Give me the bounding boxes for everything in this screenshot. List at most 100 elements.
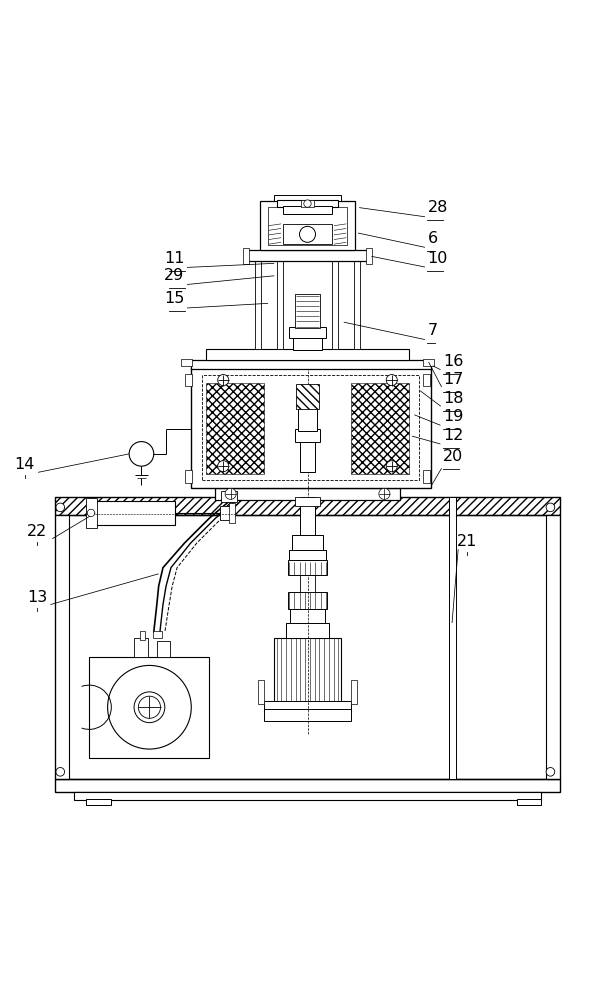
Bar (202, 375, 419, 480)
Bar (300, 438, 315, 472)
Bar (295, 429, 320, 442)
Bar (332, 241, 338, 349)
Bar (246, 250, 369, 261)
Bar (255, 260, 261, 349)
Bar (300, 497, 315, 537)
Bar (354, 260, 360, 349)
Bar (55, 515, 69, 779)
Text: 29: 29 (164, 268, 184, 283)
Circle shape (379, 488, 390, 499)
Bar (288, 592, 327, 609)
Bar (274, 195, 341, 201)
Circle shape (546, 768, 555, 776)
Bar (86, 498, 97, 528)
Bar (95, 501, 175, 525)
Bar (229, 503, 235, 523)
Circle shape (108, 665, 191, 749)
Bar (206, 383, 264, 474)
Bar (153, 631, 162, 638)
Bar (74, 792, 541, 800)
Bar (295, 294, 320, 328)
Bar (300, 534, 315, 592)
Text: 13: 13 (27, 590, 47, 605)
Bar (260, 201, 355, 250)
Circle shape (218, 375, 229, 386)
Circle shape (546, 503, 555, 512)
Bar (191, 368, 430, 488)
Circle shape (300, 226, 315, 242)
Text: 11: 11 (164, 251, 184, 266)
Bar (55, 515, 560, 779)
Bar (295, 497, 320, 506)
Bar (449, 497, 456, 779)
Bar (184, 374, 192, 386)
Bar (243, 248, 249, 264)
Bar (298, 407, 317, 431)
Text: 14: 14 (14, 457, 35, 472)
Text: 16: 16 (443, 354, 463, 369)
Text: 12: 12 (443, 428, 463, 443)
Bar (268, 207, 347, 245)
Bar (206, 349, 409, 360)
Bar (517, 799, 541, 805)
Bar (184, 470, 192, 483)
Circle shape (87, 509, 95, 517)
Text: 28: 28 (427, 200, 448, 215)
Bar (423, 470, 430, 483)
Bar (86, 799, 111, 805)
Circle shape (304, 200, 311, 207)
Circle shape (56, 503, 65, 512)
Bar (157, 641, 170, 657)
Circle shape (56, 768, 65, 776)
Bar (274, 638, 341, 703)
Text: 21: 21 (457, 534, 478, 549)
Bar (221, 491, 237, 502)
Bar (55, 497, 560, 515)
Bar (351, 680, 357, 704)
Bar (283, 206, 332, 214)
Bar (293, 336, 322, 350)
Bar (546, 515, 560, 779)
Bar (277, 241, 283, 349)
Text: 6: 6 (427, 231, 437, 246)
Circle shape (386, 375, 397, 386)
Bar (215, 488, 400, 500)
Text: 19: 19 (443, 409, 463, 424)
Bar (140, 631, 145, 640)
Text: 7: 7 (427, 323, 437, 338)
Bar (191, 360, 430, 369)
Circle shape (386, 461, 397, 472)
Bar (264, 701, 351, 710)
Bar (289, 327, 326, 338)
Bar (289, 550, 326, 562)
Bar (366, 248, 372, 264)
Bar (288, 560, 327, 575)
Bar (277, 200, 338, 207)
Bar (264, 709, 351, 721)
Text: 18: 18 (443, 391, 463, 406)
Text: 10: 10 (427, 251, 448, 266)
Text: 20: 20 (443, 449, 463, 464)
Circle shape (218, 461, 229, 472)
Circle shape (129, 442, 154, 466)
Bar (351, 383, 409, 474)
Circle shape (134, 692, 165, 723)
Bar (89, 657, 209, 758)
Bar (423, 374, 430, 386)
Bar (134, 638, 148, 657)
Text: 15: 15 (164, 291, 184, 306)
Bar (283, 224, 332, 244)
Bar (301, 200, 314, 207)
Bar (296, 384, 319, 409)
Text: 17: 17 (443, 372, 463, 387)
Circle shape (225, 488, 236, 499)
Bar (220, 506, 230, 520)
Circle shape (138, 696, 161, 718)
Bar (290, 609, 325, 623)
Bar (423, 359, 434, 366)
Bar (286, 623, 329, 638)
Bar (258, 680, 264, 704)
Bar (181, 359, 192, 366)
Bar (55, 779, 560, 792)
Bar (292, 535, 323, 552)
